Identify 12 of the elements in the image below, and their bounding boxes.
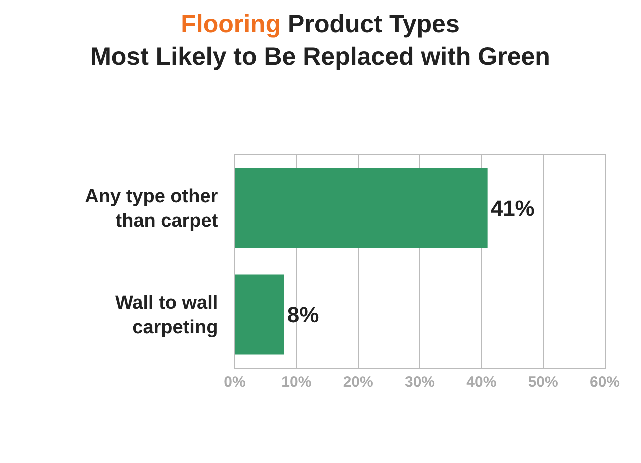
x-tick-label: 20% [343,374,374,391]
x-tick-label: 50% [528,374,558,391]
x-tick-label: 10% [282,374,312,391]
data-label: 41% [490,196,535,221]
data-label: 8% [287,302,320,328]
x-tick-label: 0% [224,374,246,391]
chart-title: Flooring Product Types Most Likely to Be Replaced with Green [90,10,550,71]
x-tick-label: 40% [466,374,497,391]
y-tick-label: Any type other than carpet [85,186,219,232]
x-tick-label: 30% [404,374,436,391]
x-tick-label: 60% [590,374,620,391]
y-tick-label: Wall to wall carpeting [115,293,218,339]
